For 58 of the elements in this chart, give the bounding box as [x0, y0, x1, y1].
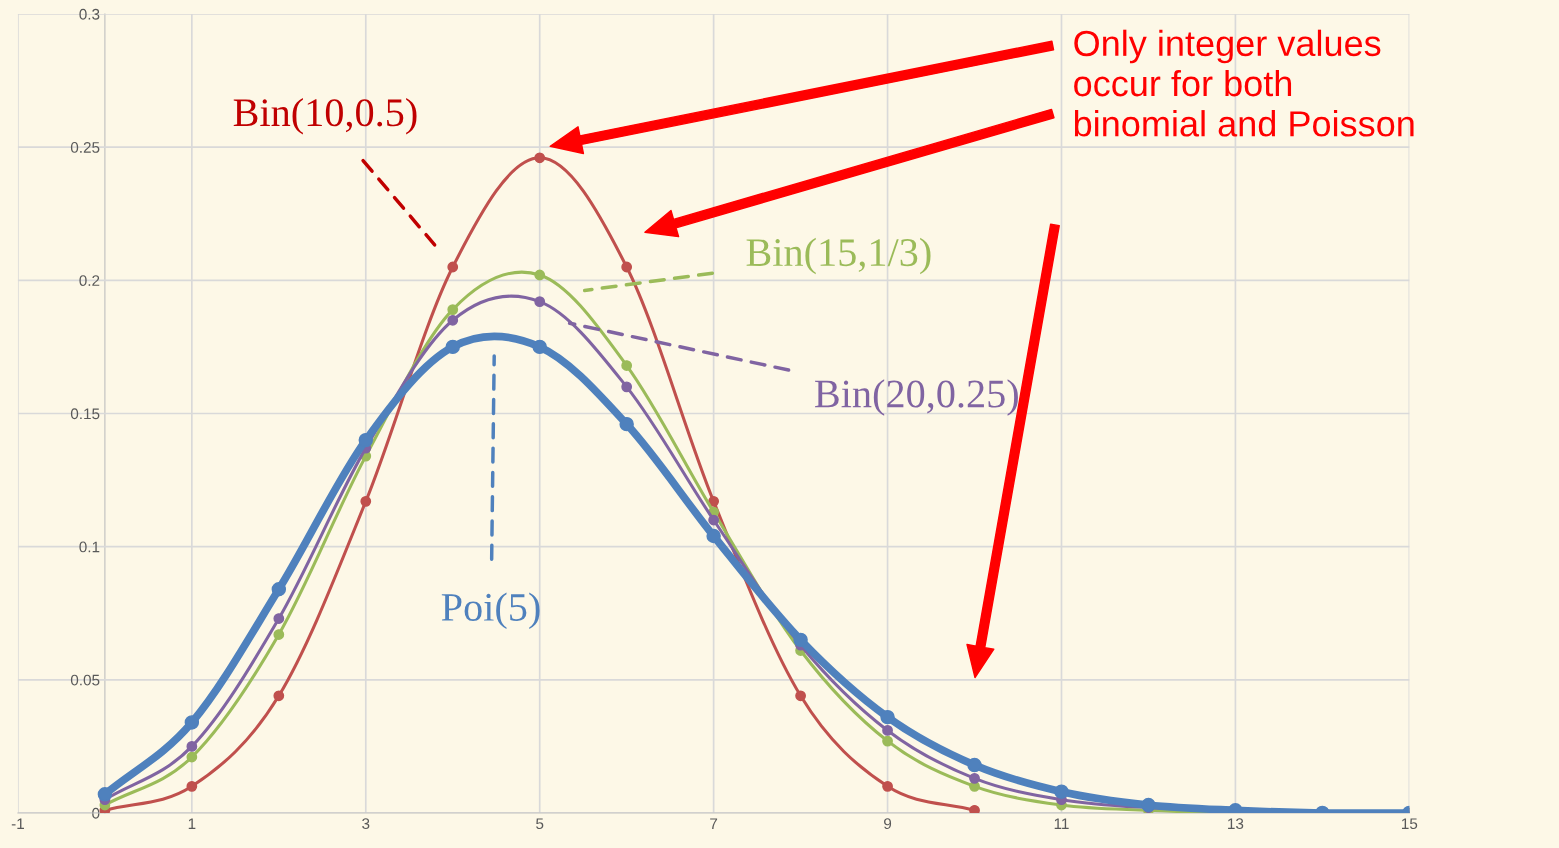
- point: [708, 495, 720, 507]
- text: Poi(5): [441, 592, 540, 630]
- text: Bin(10,0.5): [233, 98, 417, 135]
- x-tick-label: 1: [188, 818, 196, 829]
- y-tick-label: 0.05: [70, 674, 100, 686]
- point: [1054, 784, 1069, 799]
- point: [534, 269, 546, 281]
- point: [445, 339, 460, 355]
- point: [447, 304, 459, 316]
- point: [793, 632, 808, 648]
- point: [447, 261, 459, 273]
- point: [969, 804, 980, 813]
- point: [184, 715, 200, 730]
- y-tick-label: 0.3: [79, 8, 100, 20]
- point: [880, 709, 895, 725]
- point: [969, 772, 980, 784]
- point: [360, 495, 372, 507]
- point: [273, 690, 285, 702]
- point: [186, 751, 198, 763]
- point: [447, 314, 459, 326]
- point: [271, 582, 287, 597]
- legend-label: Bin(15,1/3): [746, 237, 931, 275]
- point: [619, 416, 634, 432]
- x-tick-label: -1: [11, 818, 24, 829]
- annotation: Only integer values occur for both binomial and Poisson: [1074, 29, 1414, 137]
- x-tick-label: 13: [1228, 818, 1244, 830]
- x-tick-label: 15: [1402, 818, 1418, 830]
- point: [534, 296, 546, 308]
- point: [882, 735, 893, 747]
- x-tick-label: 7: [710, 818, 718, 829]
- y-tick-label: 0.15: [70, 408, 100, 420]
- point: [621, 381, 633, 393]
- point: [706, 528, 721, 544]
- point: [273, 613, 285, 624]
- point: [795, 690, 806, 702]
- point: [186, 741, 198, 752]
- text: Bin(20,0.25): [815, 379, 1018, 416]
- point: [708, 514, 720, 526]
- point: [621, 360, 633, 371]
- point: [882, 725, 893, 736]
- point: [967, 757, 982, 773]
- x-tick-label: 5: [536, 818, 544, 830]
- point: [358, 432, 374, 448]
- point: [1141, 797, 1156, 813]
- y-tick-label: 0.25: [70, 142, 100, 153]
- point: [273, 629, 285, 640]
- point: [97, 787, 113, 802]
- x-tick-label: 11: [1054, 818, 1069, 829]
- y-tick-label: 0.1: [79, 541, 100, 553]
- x-tick-label: 3: [362, 818, 370, 830]
- point: [621, 261, 633, 273]
- x-tick-label: 9: [884, 818, 892, 830]
- point: [532, 339, 547, 355]
- point: [882, 780, 893, 792]
- y-tick-label: 0.2: [79, 275, 100, 287]
- y-tick-label: 0: [92, 807, 100, 819]
- point: [186, 780, 198, 792]
- point: [534, 152, 546, 164]
